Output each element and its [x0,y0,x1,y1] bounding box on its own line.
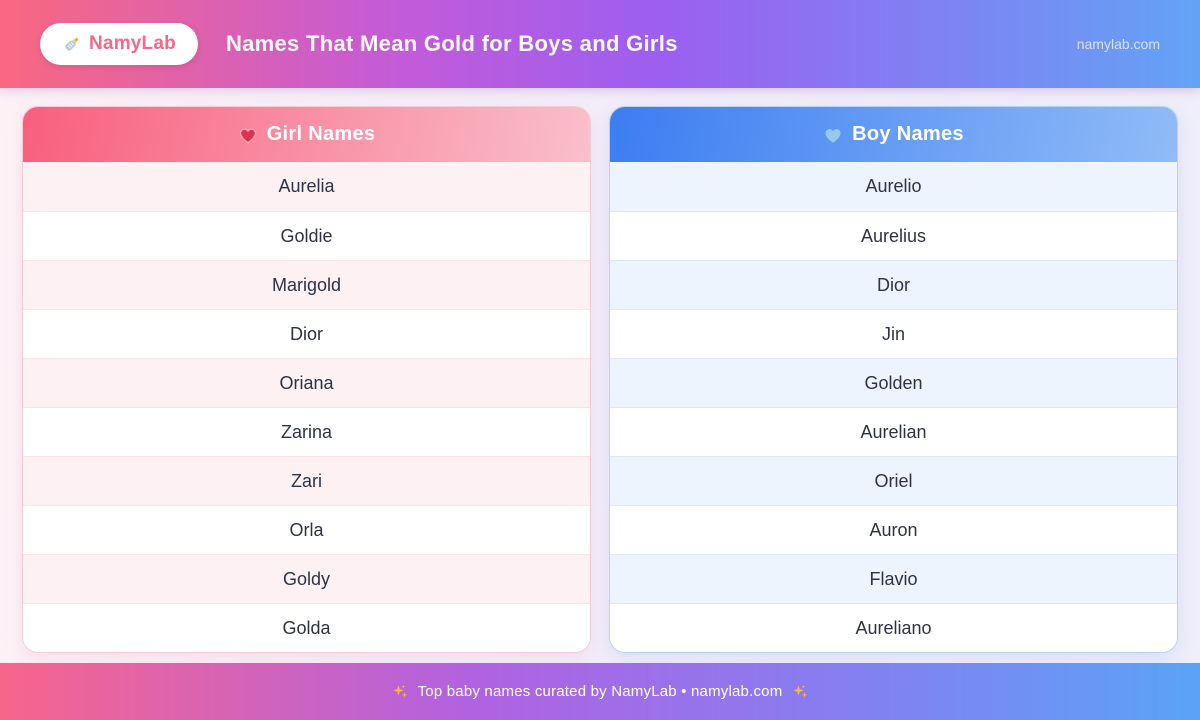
table-row: Aurelio [610,162,1177,211]
table-row: Orla [23,505,590,554]
table-row: Auron [610,505,1177,554]
blue-heart-icon [823,125,843,145]
top-banner: NamyLab Names That Mean Gold for Boys an… [0,0,1200,88]
footer-text: Top baby names curated by NamyLab • namy… [417,683,783,700]
girl-names-card: Girl Names Aurelia Goldie Marigold Dior Oria… [22,106,591,653]
table-row: Flavio [610,554,1177,603]
table-row: Dior [610,260,1177,309]
girl-names-title: Girl Names [266,123,376,145]
table-row: Oriel [610,456,1177,505]
brand-badge: NamyLab [40,23,198,65]
table-row: Zarina [23,407,590,456]
table-row: Golda [23,603,590,652]
table-row: Goldie [23,211,590,260]
site-label: namylab.com [1076,36,1160,52]
boy-names-header: Boy Names [610,107,1177,162]
table-row: Jin [610,309,1177,358]
page-title: Names That Mean Gold for Boys and Girls [225,31,678,56]
tables-container: Girl Names Aurelia Goldie Marigold Dior Oria… [22,106,1178,653]
baby-bottle-icon [62,35,81,54]
table-row: Marigold [23,260,590,309]
table-row: Aurelian [610,407,1177,456]
table-row: Oriana [23,358,590,407]
footer-banner: Top baby names curated by NamyLab • namy… [0,663,1200,720]
table-row: Goldy [23,554,590,603]
table-row: Zari [23,456,590,505]
table-row: Aurelia [23,162,590,211]
table-row: Dior [23,309,590,358]
boy-names-rows: Aurelio Aurelius Dior Jin Golden Aurelian Orie… [610,162,1177,652]
table-row: Aurelius [610,211,1177,260]
sparkles-icon [791,683,809,701]
boy-names-card: Boy Names Aurelio Aurelius Dior Jin Golden Au… [609,106,1178,653]
girl-names-header: Girl Names [23,107,590,162]
boy-names-title: Boy Names [852,123,964,145]
table-row: Aureliano [610,603,1177,652]
girl-names-rows: Aurelia Goldie Marigold Dior Oriana Zarina Zar… [23,162,590,652]
table-row: Golden [610,358,1177,407]
brand-name: NamyLab [89,33,176,54]
pink-heart-icon [238,125,258,145]
sparkles-icon [391,683,409,701]
